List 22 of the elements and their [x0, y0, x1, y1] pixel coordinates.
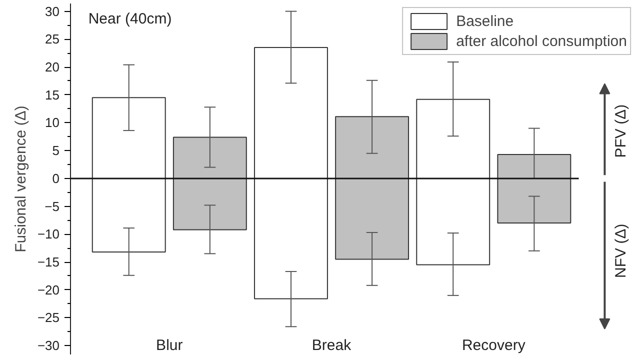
y-tick-label: 10 [45, 115, 60, 130]
y-tick-label: 15 [45, 87, 60, 102]
y-tick-label: −30 [37, 338, 60, 354]
y-tick-label: −20 [37, 282, 60, 298]
x-tick-label: Blur [156, 337, 183, 354]
y-axis-title: Fusional vergence (Δ) [12, 106, 30, 252]
y-tick-label: −25 [37, 310, 60, 326]
x-tick-label: Break [312, 337, 352, 354]
legend-label: after alcohol consumption [456, 32, 627, 50]
y-tick-label: 5 [52, 143, 60, 158]
y-tick-label: −15 [37, 254, 60, 270]
y-tick-label: −5 [44, 198, 60, 214]
y-tick-label: 25 [45, 32, 60, 47]
y-tick-label: 20 [45, 60, 60, 75]
text: PFV (Δ) [612, 104, 630, 158]
text: NFV (Δ) [612, 224, 630, 278]
y-tick-label: 0 [52, 170, 60, 186]
annotation: Near (40cm) [88, 10, 172, 28]
y-tick-label: −10 [37, 226, 60, 242]
legend-label: Baseline [456, 12, 514, 30]
x-tick-label: Recovery [462, 337, 526, 354]
y-tick-label: 30 [45, 4, 60, 19]
